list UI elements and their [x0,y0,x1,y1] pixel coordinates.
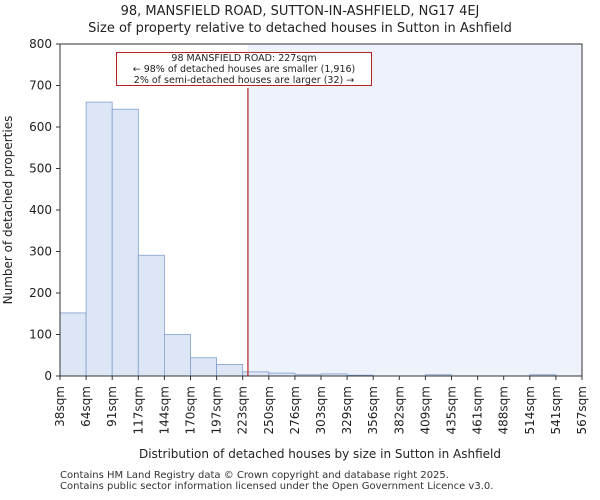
x-tick-label: 250sqm [262,386,276,434]
footer-line-1: Contains HM Land Registry data © Crown c… [60,470,449,481]
x-tick-label: 541sqm [549,386,563,434]
x-tick-label: 223sqm [236,386,250,434]
y-tick-label: 300 [29,245,52,259]
annotation-line-2: ← 98% of detached houses are smaller (1,… [132,64,356,75]
y-tick-label: 800 [29,37,52,51]
x-tick-label: 170sqm [184,386,198,434]
larger-region-highlight [247,44,583,376]
y-tick-label: 700 [29,79,52,93]
bar-64sqm [85,101,113,377]
x-tick-label: 382sqm [392,386,406,434]
footer-line-2: Contains public sector information licen… [60,481,494,492]
x-tick-label: 117sqm [131,386,145,434]
footer-attribution: Contains HM Land Registry data © Crown c… [60,470,493,492]
x-tick-label: 144sqm [157,386,171,434]
annotation-line-1: 98 MANSFIELD ROAD: 227sqm [171,53,317,64]
x-tick-label: 91sqm [105,386,119,427]
x-axis-label: Distribution of detached houses by size … [139,447,501,461]
x-tick-label: 461sqm [471,386,485,434]
x-tick-label: 329sqm [340,386,354,434]
chart-subtitle: Size of property relative to detached ho… [88,21,512,36]
bar-117sqm [137,254,165,377]
y-tick-label: 200 [29,286,52,300]
bar-144sqm [163,334,191,377]
chart-title: 98, MANSFIELD ROAD, SUTTON-IN-ASHFIELD, … [120,4,480,19]
y-tick-label: 0 [44,369,52,383]
x-tick-label: 567sqm [575,386,589,434]
bar-223sqm [242,371,270,377]
bar-170sqm [190,357,218,377]
bar-38sqm [59,312,87,377]
x-tick-label: 303sqm [314,386,328,434]
y-axis-label: Number of detached properties [1,116,15,305]
x-tick-label: 514sqm [523,386,537,434]
x-tick-label: 488sqm [497,386,511,434]
chart-title-block: 98, MANSFIELD ROAD, SUTTON-IN-ASHFIELD, … [0,0,600,37]
bar-91sqm [111,108,139,377]
x-tick-label: 276sqm [288,386,302,434]
x-tick-label: 197sqm [210,386,224,434]
x-tick-label: 356sqm [366,386,380,434]
y-tick-label: 400 [29,203,52,217]
y-tick-label: 500 [29,162,52,176]
x-tick-label: 38sqm [53,386,67,427]
y-tick-label: 600 [29,120,52,134]
x-tick-label: 409sqm [418,386,432,434]
x-tick-label: 64sqm [79,386,93,427]
property-annotation-box: 98 MANSFIELD ROAD: 227sqm ← 98% of detac… [116,52,372,86]
bar-197sqm [216,363,244,377]
annotation-line-3: 2% of semi-detached houses are larger (3… [133,75,355,86]
y-tick-label: 100 [29,328,52,342]
x-tick-label: 435sqm [445,386,459,434]
